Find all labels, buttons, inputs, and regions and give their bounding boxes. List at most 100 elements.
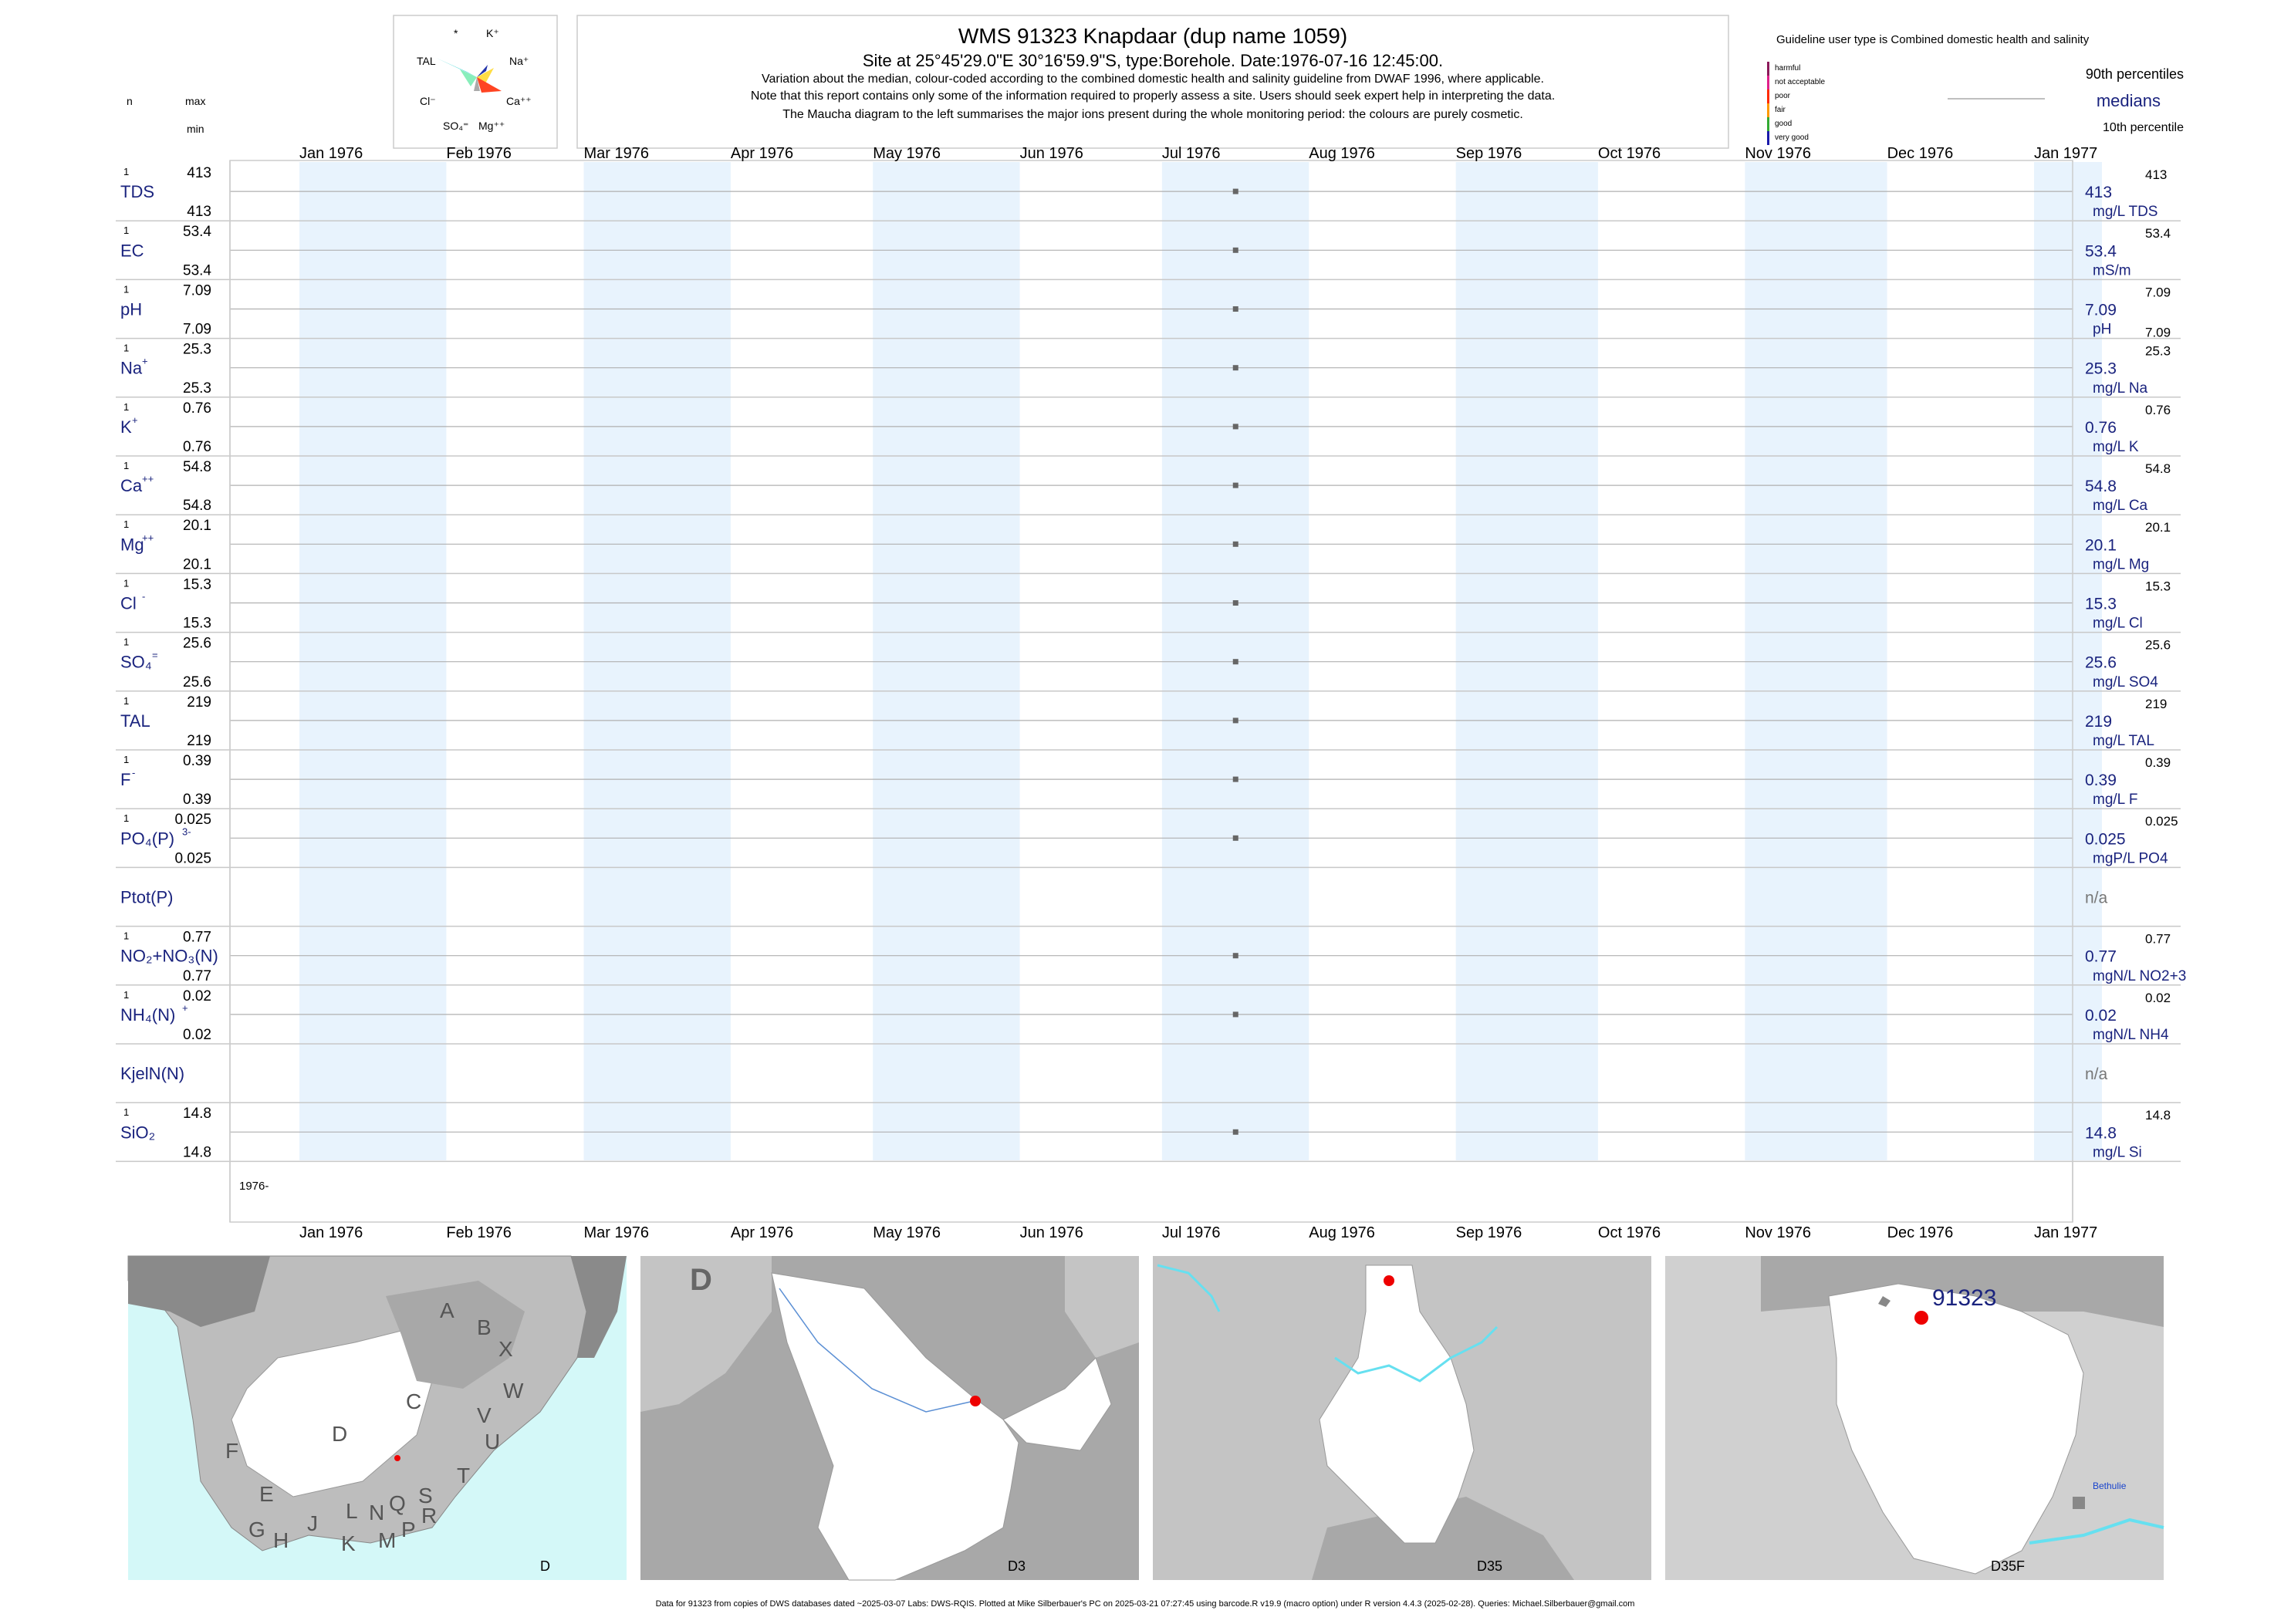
month-shade-band <box>1745 162 1887 1160</box>
variable-rows: TDS 1 413 413 413 413 mg/L TDS EC 1 53.4 53.4 53.4 5… <box>116 160 2186 1222</box>
row-median-value: 54.8 <box>2085 478 2117 495</box>
maucha-ca-segment <box>477 77 502 93</box>
sample-point <box>1232 188 1238 194</box>
note-line-1: Variation about the median, colour-coded… <box>762 73 1544 86</box>
row-min-value: 0.025 <box>174 850 211 866</box>
row-unit-label: mg/L F <box>2093 792 2137 808</box>
month-tick-label-bottom: Jun 1976 <box>1020 1224 1083 1241</box>
sample-point <box>1232 482 1238 488</box>
variable-name: Na <box>120 359 143 378</box>
legend-class-label: very good <box>1775 133 1809 142</box>
maucha-label-so4: SO₄⁼ <box>443 120 468 132</box>
variable-name: SO₄ <box>120 653 152 672</box>
row-median-value: n/a <box>2085 890 2108 907</box>
variable-superscript: 3- <box>182 826 191 837</box>
page-subtitle: Site at 25°45'29.0"E 30°16'59.9"S, type:… <box>863 51 1443 70</box>
variable-superscript: - <box>142 591 145 603</box>
map3-label: D35 <box>1477 1558 1502 1574</box>
maucha-diagram: * K⁺ TAL Na⁺ Cl⁻ Ca⁺⁺ SO₄⁼ Mg⁺⁺ <box>393 15 558 149</box>
row-n-value: 1 <box>123 225 129 236</box>
month-tick-label-bottom: May 1976 <box>873 1224 941 1241</box>
sample-point <box>1232 776 1238 782</box>
map1-region-h: H <box>273 1528 289 1552</box>
row-min-value: 0.76 <box>183 439 211 455</box>
row-unit-label: mgN/L NH4 <box>2093 1027 2169 1043</box>
row-median-value: 15.3 <box>2085 596 2117 613</box>
row-median-value: 219 <box>2085 713 2112 731</box>
row-max-value: 219 <box>187 694 211 711</box>
month-tick-label-bottom: Mar 1976 <box>584 1224 650 1241</box>
month-shade-band <box>583 162 731 1160</box>
month-tick-label-top: Jan 1976 <box>299 145 363 162</box>
row-min-value: 53.4 <box>183 262 211 279</box>
row-p10-value: 7.09 <box>2145 326 2171 340</box>
row-unit-label: mg/L Si <box>2093 1144 2142 1160</box>
sample-point <box>1232 247 1238 253</box>
row-max-value: 54.8 <box>183 459 211 475</box>
row-unit-label: mg/L SO4 <box>2093 674 2158 690</box>
row-unit-label: mg/L Ca <box>2093 498 2148 514</box>
header-min: min <box>187 123 204 135</box>
variable-name: SiO₂ <box>120 1123 155 1142</box>
maucha-label-star: * <box>454 27 458 39</box>
map1-region-q: Q <box>389 1491 406 1515</box>
legend-class-swatch <box>1767 103 1769 117</box>
map1-label: D <box>540 1558 550 1574</box>
row-max-value: 0.025 <box>174 812 211 828</box>
row-n-value: 1 <box>123 1106 129 1118</box>
row-median-value: 0.39 <box>2085 771 2117 789</box>
maucha-label-cl: Cl⁻ <box>420 95 436 107</box>
row-min-value: 25.3 <box>183 380 211 397</box>
month-tick-label-top: Nov 1976 <box>1745 145 1811 162</box>
row-min-value: 54.8 <box>183 498 211 514</box>
maucha-label-k: K⁺ <box>486 27 499 39</box>
row-unit-label: mg/L Mg <box>2093 556 2149 572</box>
row-unit-label: mg/L Na <box>2093 380 2148 397</box>
row-n-value: 1 <box>123 636 129 648</box>
month-tick-label-top: Dec 1976 <box>1887 145 1954 162</box>
row-max-value: 15.3 <box>183 576 211 593</box>
legend-classes: harmful not acceptable poor fair good very go… <box>1767 62 1825 145</box>
row-max-value: 0.39 <box>183 753 211 769</box>
month-tick-label-top: Oct 1976 <box>1598 145 1661 162</box>
maucha-label-ca: Ca⁺⁺ <box>506 95 532 107</box>
map1-region-m: M <box>378 1528 396 1552</box>
month-tick-label-top: Jun 1976 <box>1020 145 1083 162</box>
site-marker-map4 <box>1914 1311 1928 1325</box>
row-p90-value: 0.76 <box>2145 403 2171 417</box>
year-label: 1976- <box>239 1180 269 1193</box>
month-tick-label-bottom: Aug 1976 <box>1309 1224 1375 1241</box>
row-unit-label: mg/L TAL <box>2093 733 2154 749</box>
month-tick-label-bottom: Jan 1977 <box>2034 1224 2097 1241</box>
month-labels-bottom: Jan 1976 Feb 1976 Mar 1976 Apr 1976 May 1976… <box>299 1224 2097 1241</box>
row-min-value: 0.39 <box>183 792 211 808</box>
row-p90-value: 0.77 <box>2145 932 2171 947</box>
row-p90-value: 0.02 <box>2145 991 2171 1005</box>
maucha-cl-segment <box>460 69 477 86</box>
map1-region-g: G <box>248 1518 265 1541</box>
map1-region-n: N <box>369 1501 384 1524</box>
row-min-value: 25.6 <box>183 674 211 690</box>
row-median-value: 7.09 <box>2085 302 2117 319</box>
legend-medians: medians <box>2097 91 2161 110</box>
legend-class-label: fair <box>1775 106 1786 114</box>
legend-guideline: Guideline user type is Combined domestic… <box>1776 33 2090 46</box>
row-n-value: 1 <box>123 166 129 177</box>
row-n-value: 1 <box>123 518 129 530</box>
sample-point <box>1232 365 1238 371</box>
footer-credits: Data for 91323 from copies of DWS databa… <box>656 1599 1635 1609</box>
month-tick-label-bottom: Nov 1976 <box>1745 1224 1811 1241</box>
row-max-value: 25.6 <box>183 636 211 652</box>
month-tick-label-top: May 1976 <box>873 145 941 162</box>
variable-name: pH <box>120 300 142 319</box>
map1-region-e: E <box>259 1482 274 1506</box>
header-max: max <box>185 95 205 107</box>
variable-name: Ca <box>120 476 143 495</box>
variable-superscript: + <box>142 356 148 367</box>
map-d35-catchment: D35 <box>1153 1256 1651 1580</box>
month-tick-label-bottom: Sep 1976 <box>1456 1224 1522 1241</box>
month-tick-label-bottom: Jan 1976 <box>299 1224 363 1241</box>
month-shade-band <box>873 162 1020 1160</box>
legend-class-label: not acceptable <box>1775 78 1825 86</box>
